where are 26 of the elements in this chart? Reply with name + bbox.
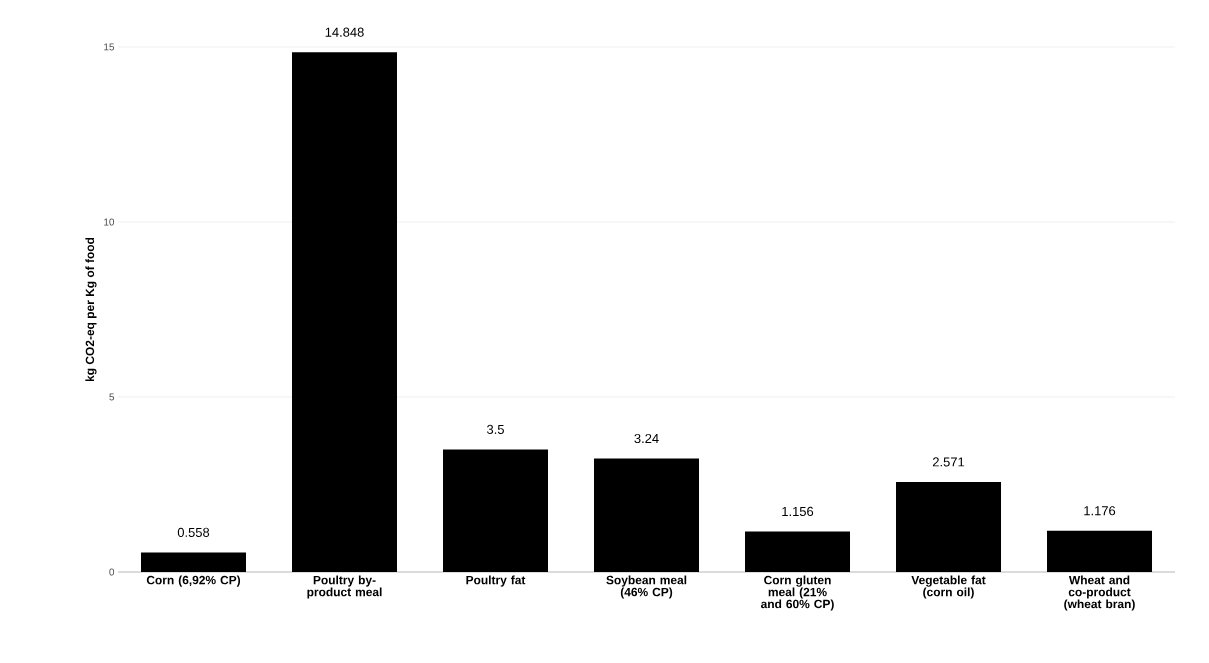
x-tick-label: Vegetable fat (corn oil) [911,575,986,599]
bar [443,449,548,572]
data-label: 0.558 [177,527,210,537]
bar [594,458,700,572]
data-label: 3.24 [634,433,659,444]
data-label: 1.156 [782,506,814,517]
x-tick-label: Poultry fat [466,575,526,587]
data-label: 14.848 [325,27,364,37]
bar [1047,530,1153,572]
x-tick-label: Poultry by-product meal [307,575,382,599]
x-tick-label: Soybean meal (46% CP) [606,575,687,599]
bar [896,482,1002,572]
data-label: 3.5 [487,424,504,434]
y-tick-label: 10 [104,218,115,226]
y-axis-title: kg CO2-eq per Kg of food [85,237,97,382]
y-tick-label: 5 [109,393,115,401]
y-tick-label: 15 [104,43,115,51]
x-tick-label: Corn (6,92% CP) [146,575,241,587]
x-tick-label: Wheat and co-product (wheat bran) [1064,575,1135,611]
data-label: 1.176 [1084,506,1116,516]
data-label: 2.571 [932,457,965,467]
y-tick-label: 0 [109,568,115,576]
x-tick-label: Corn gluten meal (21% and 60% CP) [760,575,834,611]
bar [292,52,397,572]
bar [141,552,246,572]
bar [745,531,851,572]
